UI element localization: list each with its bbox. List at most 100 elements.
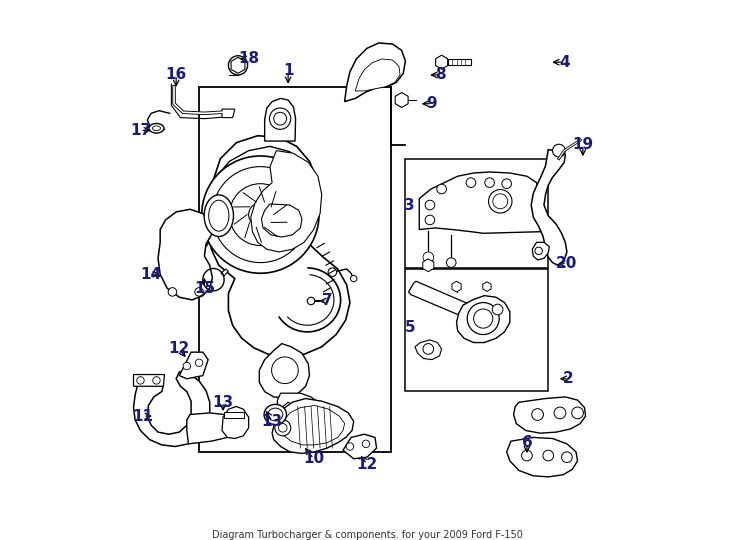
Circle shape (212, 167, 308, 262)
Circle shape (423, 252, 434, 262)
Circle shape (554, 407, 566, 419)
Ellipse shape (264, 404, 286, 424)
Circle shape (572, 407, 584, 419)
Polygon shape (457, 295, 510, 342)
Polygon shape (277, 393, 321, 423)
Text: 12: 12 (169, 341, 190, 356)
Polygon shape (222, 407, 249, 438)
Polygon shape (514, 397, 586, 433)
Circle shape (493, 304, 503, 315)
Text: 11: 11 (133, 409, 153, 423)
Circle shape (269, 108, 291, 129)
Circle shape (275, 420, 291, 436)
Circle shape (553, 144, 565, 157)
Circle shape (228, 56, 247, 75)
Circle shape (485, 178, 495, 187)
Polygon shape (415, 340, 442, 360)
Text: 4: 4 (559, 55, 570, 70)
Circle shape (466, 178, 476, 187)
Circle shape (311, 408, 321, 418)
Circle shape (328, 268, 337, 276)
Circle shape (473, 309, 493, 328)
Text: Diagram Turbocharger & components. for your 2009 Ford F-150: Diagram Turbocharger & components. for y… (211, 530, 523, 540)
Text: 19: 19 (573, 137, 594, 152)
Circle shape (362, 440, 370, 448)
Text: 14: 14 (140, 267, 161, 282)
Circle shape (296, 403, 308, 416)
Text: 16: 16 (166, 68, 186, 83)
Polygon shape (280, 406, 344, 445)
Polygon shape (251, 151, 321, 252)
Circle shape (425, 215, 435, 225)
Text: 15: 15 (194, 281, 215, 296)
Text: 7: 7 (321, 293, 333, 308)
Circle shape (153, 377, 160, 384)
Polygon shape (187, 413, 236, 444)
Polygon shape (265, 98, 296, 141)
Bar (405, 159, 548, 268)
Polygon shape (134, 372, 210, 447)
Circle shape (489, 190, 512, 213)
Text: 13: 13 (213, 395, 233, 410)
Ellipse shape (268, 408, 283, 421)
Circle shape (363, 70, 373, 80)
Circle shape (274, 112, 286, 125)
Text: 6: 6 (522, 435, 532, 450)
Circle shape (543, 450, 553, 461)
Polygon shape (506, 437, 578, 477)
Circle shape (535, 247, 542, 254)
Circle shape (249, 203, 272, 226)
Text: 5: 5 (404, 320, 415, 335)
Polygon shape (259, 343, 310, 398)
Polygon shape (272, 399, 354, 454)
Circle shape (195, 359, 203, 367)
Polygon shape (208, 136, 350, 356)
Circle shape (202, 156, 319, 273)
Polygon shape (158, 210, 212, 300)
Circle shape (195, 288, 203, 296)
Text: 18: 18 (238, 51, 259, 66)
Circle shape (350, 275, 357, 282)
Ellipse shape (149, 124, 164, 133)
Polygon shape (134, 375, 164, 386)
Circle shape (272, 357, 298, 383)
Circle shape (522, 450, 532, 461)
Bar (405, 269, 548, 390)
Circle shape (168, 288, 177, 296)
Circle shape (531, 409, 543, 420)
Circle shape (233, 60, 243, 70)
Circle shape (468, 302, 499, 335)
Circle shape (423, 343, 434, 354)
Circle shape (493, 194, 508, 209)
Polygon shape (261, 204, 302, 237)
Circle shape (446, 258, 456, 267)
Ellipse shape (153, 126, 161, 131)
Polygon shape (204, 146, 316, 262)
Circle shape (502, 179, 512, 188)
Circle shape (382, 63, 392, 73)
Polygon shape (419, 172, 542, 233)
Polygon shape (282, 402, 292, 411)
Circle shape (562, 452, 573, 462)
Polygon shape (448, 59, 471, 65)
Polygon shape (355, 59, 400, 91)
Circle shape (183, 362, 191, 370)
Text: 9: 9 (426, 96, 437, 111)
Text: 2: 2 (563, 372, 574, 386)
Circle shape (437, 184, 446, 194)
Ellipse shape (208, 200, 229, 231)
Polygon shape (221, 269, 228, 276)
Circle shape (230, 184, 291, 246)
Polygon shape (409, 281, 498, 329)
Text: 17: 17 (130, 123, 151, 138)
Ellipse shape (204, 195, 233, 237)
Polygon shape (532, 242, 549, 260)
Polygon shape (343, 434, 377, 459)
Text: 1: 1 (283, 63, 294, 78)
Text: 20: 20 (556, 256, 578, 271)
Bar (199, 87, 391, 452)
Text: 10: 10 (303, 451, 324, 466)
Polygon shape (179, 352, 208, 379)
Text: 3: 3 (404, 198, 415, 213)
Polygon shape (344, 43, 405, 102)
